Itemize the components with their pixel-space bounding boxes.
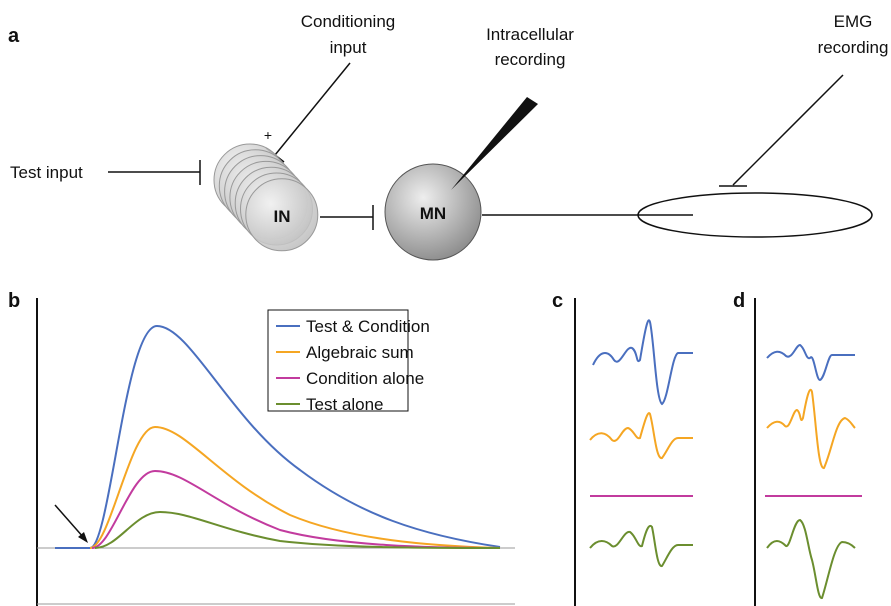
legend-entries: Test & Condition Algebraic sum Condition a… [276,317,430,414]
label: Test input [10,163,83,182]
interneuron-stack [213,143,319,252]
curve [94,510,501,549]
arrow [54,504,85,539]
motoneuron [384,163,482,261]
plus-sign: + [264,127,272,143]
panel-d: d [733,290,862,606]
connector [732,74,844,186]
label: recording [495,50,566,69]
label: input [330,38,367,57]
label: Intracellular [486,25,574,44]
interneuron [245,178,319,252]
label: EMG [834,12,873,31]
trace [766,388,856,470]
label: recording [818,38,889,57]
panel-label: c [552,290,563,312]
trace [592,319,693,406]
trace [766,343,855,382]
panel-label: d [733,290,745,312]
label: Conditioning [301,12,396,31]
panel-label: b [8,290,20,312]
panel-c: c [552,290,693,606]
connector [274,62,351,156]
muscle [637,192,873,238]
motoneuron-label: MN [420,204,446,223]
trace [766,518,856,600]
curve [91,469,501,549]
curve [89,425,501,549]
trace [589,412,693,460]
panel-label: a [8,25,20,47]
interneuron-label: IN [274,207,291,226]
legend-label: Condition alone [306,369,424,388]
legend-label: Test alone [306,395,384,414]
panel-b: b Test & Condition Algebraic sum Condition… [8,290,515,606]
arrow-head [78,532,88,543]
trace [589,525,693,568]
panel-a: a Conditioning input + Test input IN MN … [8,12,889,261]
electrode [451,97,538,190]
legend-label: Test & Condition [306,317,430,336]
curve [55,324,501,549]
legend-label: Algebraic sum [306,343,414,362]
